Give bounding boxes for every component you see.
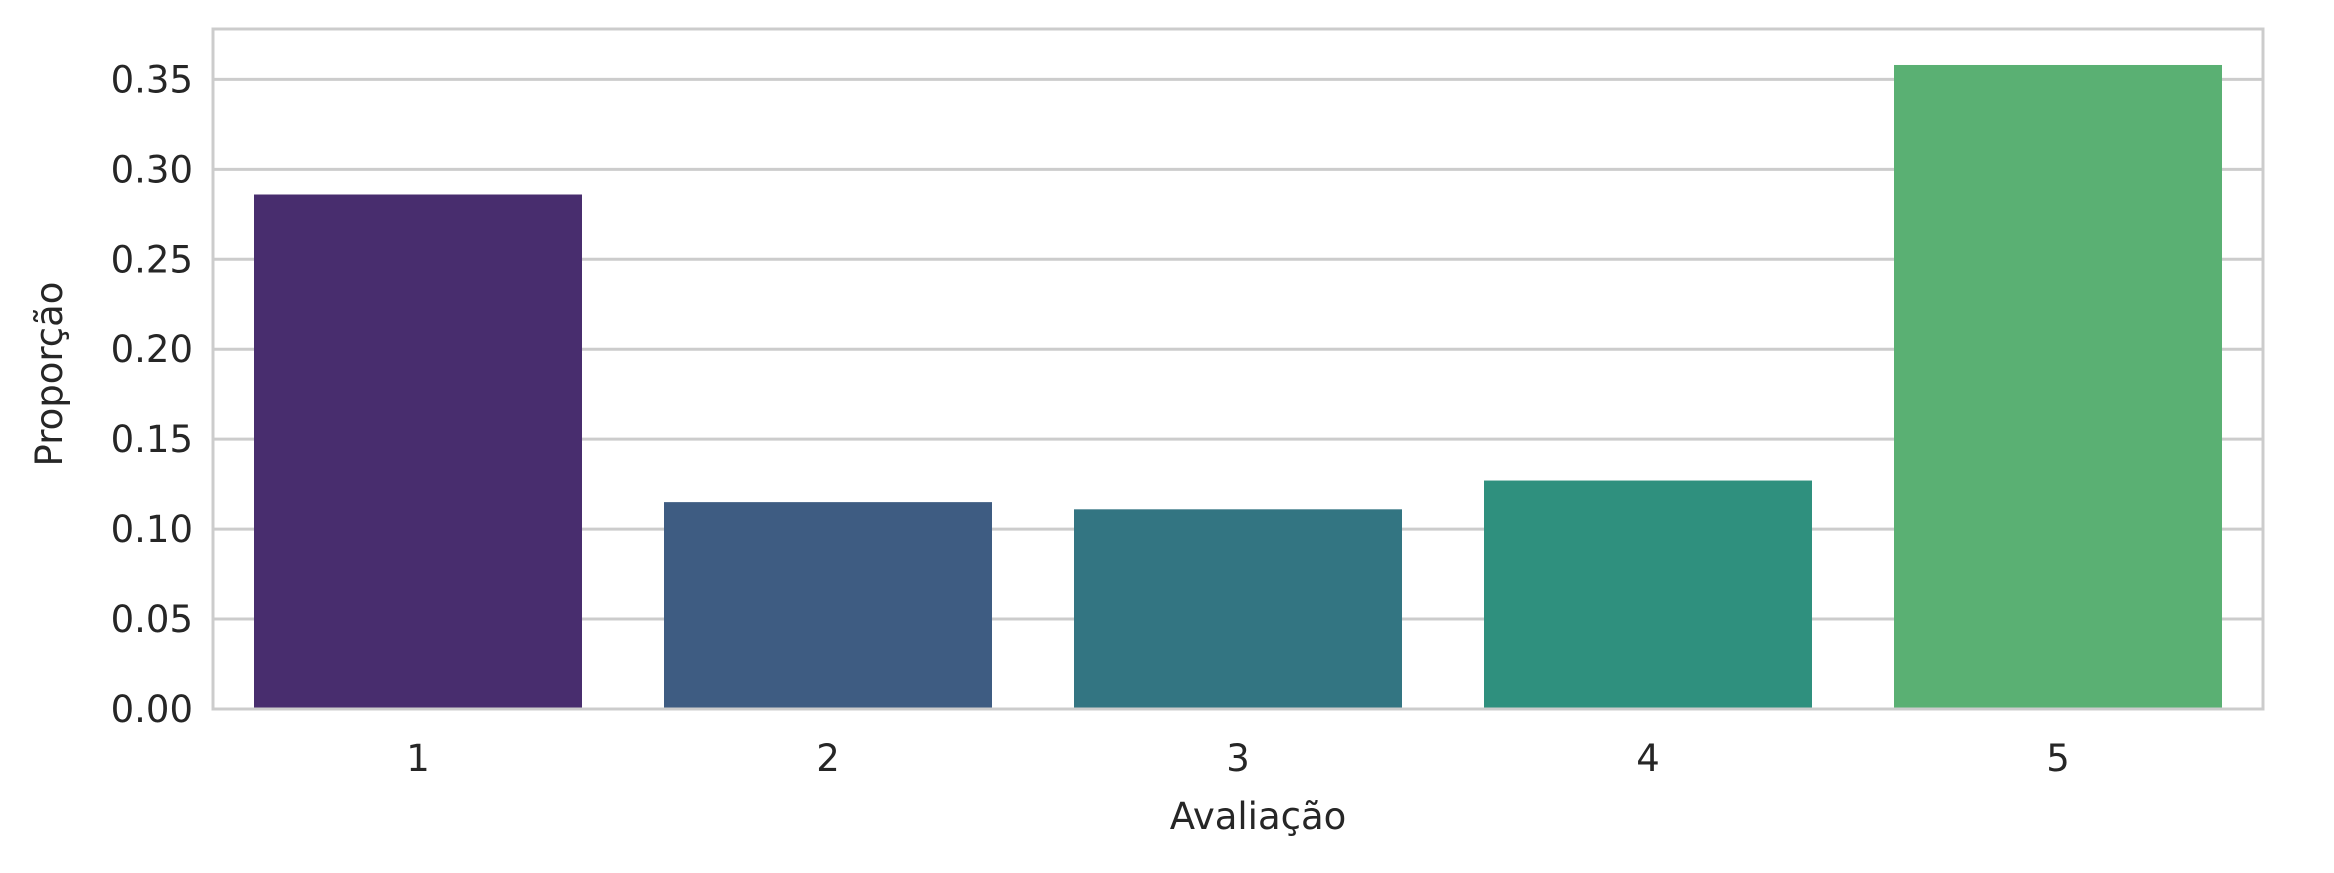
x-axis-label: Avaliação — [1170, 795, 1347, 838]
plot-frame — [211, 27, 2265, 711]
x-tick-label: 1 — [406, 737, 430, 780]
x-tick-label: 3 — [1226, 737, 1250, 780]
y-tick-label: 0.15 — [111, 418, 193, 461]
x-tick-label: 4 — [1636, 737, 1660, 780]
y-tick-label: 0.05 — [111, 598, 193, 641]
bar-3 — [1074, 509, 1402, 709]
bars — [254, 64, 2222, 710]
y-tick-label: 0.00 — [111, 688, 193, 731]
bar-2 — [664, 502, 992, 709]
y-tick-label: 0.35 — [111, 58, 193, 101]
x-tick-label: 2 — [816, 737, 840, 780]
y-tick-label: 0.10 — [111, 508, 193, 551]
y-tick-label: 0.25 — [111, 238, 193, 281]
bar-4 — [1484, 480, 1812, 709]
y-tick-label: 0.20 — [111, 328, 193, 371]
y-axis-label: Proporção — [28, 282, 71, 467]
y-tick-labels: 0.00 0.05 0.10 0.15 0.20 0.25 0.30 0.35 — [111, 58, 193, 731]
x-tick-labels: 1 2 3 4 5 — [406, 737, 2070, 780]
bar-1 — [254, 194, 582, 710]
bar-5 — [1894, 64, 2222, 710]
x-tick-label: 5 — [2046, 737, 2070, 780]
y-tick-label: 0.30 — [111, 148, 193, 191]
